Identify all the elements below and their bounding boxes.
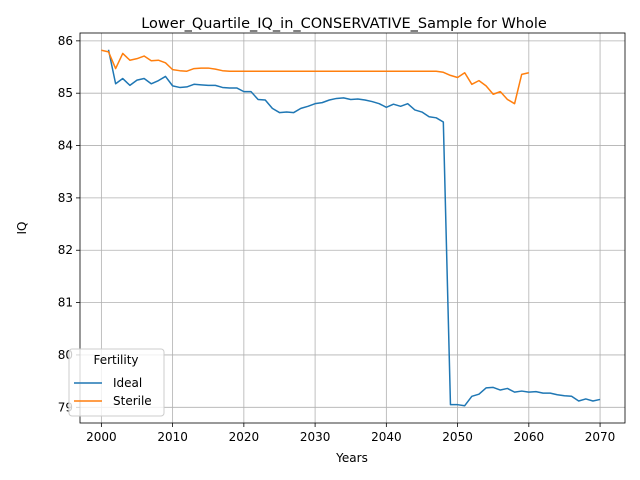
legend-title: Fertility — [93, 353, 138, 367]
x-tick-label: 2070 — [585, 430, 616, 444]
y-tick-label: 86 — [58, 34, 73, 48]
x-tick-label: 2040 — [371, 430, 402, 444]
y-tick-label: 83 — [58, 191, 73, 205]
axis-ticks: 2000 2010 2020 2030 2040 2050 2060 207079808182… — [58, 34, 616, 444]
x-tick-label: 2000 — [86, 430, 117, 444]
series-line-sterile — [101, 49, 529, 105]
legend-box — [68, 348, 165, 417]
legend-label-sterile: Sterile — [113, 394, 152, 408]
legend: Fertility Ideal Sterile — [68, 348, 165, 417]
x-tick-label: 2050 — [442, 430, 473, 444]
legend-label-ideal: Ideal — [113, 376, 142, 390]
x-axis-title: Years — [335, 451, 368, 465]
y-tick-label: 84 — [58, 139, 73, 153]
x-tick-label: 2010 — [157, 430, 188, 444]
series-line-ideal — [107, 49, 601, 407]
y-axis-title: IQ — [15, 222, 29, 235]
chart-title: Lower_Quartile_IQ_in_CONSERVATIVE_Sample… — [141, 16, 547, 32]
y-tick-label: 82 — [58, 243, 73, 257]
series-lines — [101, 49, 601, 407]
x-tick-label: 2020 — [229, 430, 260, 444]
y-tick-label: 85 — [58, 86, 73, 100]
y-tick-label: 81 — [58, 296, 73, 310]
grid-lines — [80, 33, 625, 423]
x-tick-label: 2030 — [300, 430, 331, 444]
x-tick-label: 2060 — [514, 430, 545, 444]
plot-area-frame — [79, 32, 626, 424]
